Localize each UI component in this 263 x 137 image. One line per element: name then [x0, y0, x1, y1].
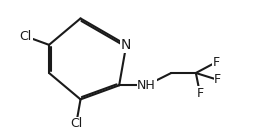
Text: Cl: Cl — [70, 117, 82, 130]
Text: Cl: Cl — [20, 30, 32, 43]
Text: F: F — [213, 55, 220, 68]
Text: NH: NH — [137, 79, 156, 92]
Text: N: N — [121, 38, 132, 52]
Text: F: F — [196, 87, 204, 100]
Text: F: F — [214, 73, 221, 86]
